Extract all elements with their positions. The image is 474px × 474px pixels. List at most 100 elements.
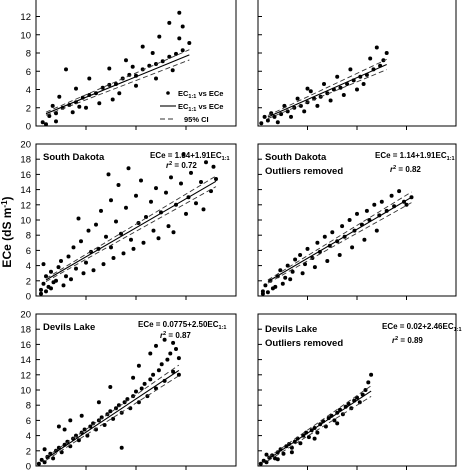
data-point xyxy=(131,246,136,251)
y-ticks xyxy=(258,143,407,300)
data-point xyxy=(289,450,294,455)
regression-line xyxy=(45,369,180,460)
data-point xyxy=(355,87,359,92)
y-tick-label: 20 xyxy=(20,310,31,321)
data-point xyxy=(144,215,148,219)
r-squared: r2 = 0.82 xyxy=(390,165,421,174)
data-point xyxy=(180,24,185,29)
data-point xyxy=(167,20,172,25)
regression-line xyxy=(45,180,217,281)
data-point xyxy=(76,438,81,443)
data-point xyxy=(64,67,68,72)
y-tick-label: 8 xyxy=(26,231,31,242)
data-point xyxy=(312,436,317,441)
data-point xyxy=(325,259,330,263)
data-point xyxy=(293,257,298,262)
r-squared: r2 = 0.72 xyxy=(166,161,197,170)
y-tick-label: 6 xyxy=(26,416,31,427)
data-point xyxy=(49,286,53,291)
data-point xyxy=(214,177,218,181)
data-point xyxy=(372,202,377,207)
regression-equation: ECe = 0.0775+2.50EC1:1 xyxy=(138,320,226,331)
data-point xyxy=(101,262,106,267)
data-point xyxy=(84,260,88,265)
y-tick-label: 4 xyxy=(26,261,31,272)
data-point xyxy=(159,362,164,367)
data-point xyxy=(59,259,63,263)
ci-line xyxy=(45,186,217,282)
data-point xyxy=(54,119,58,124)
data-point xyxy=(56,445,61,450)
data-point xyxy=(264,452,269,457)
data-point xyxy=(280,281,285,286)
panel-title: Devils Lake xyxy=(43,322,95,333)
regression-equation: ECe = 1.14+1.91EC1:1 xyxy=(375,151,455,162)
data-point xyxy=(305,86,310,91)
data-point xyxy=(42,447,47,452)
data-point xyxy=(156,236,161,241)
data-point xyxy=(154,343,158,348)
legend-entry-1: EC1:1 vs ECe xyxy=(178,89,223,100)
data-point xyxy=(129,237,133,242)
y-tick-label: 0 xyxy=(26,462,31,473)
data-point xyxy=(176,356,181,361)
data-point xyxy=(174,347,178,351)
data-point xyxy=(361,82,366,86)
y-tick-label: 10 xyxy=(20,216,31,227)
data-point xyxy=(61,283,66,288)
data-point xyxy=(140,44,145,49)
data-point xyxy=(148,351,153,356)
legend: EC1:1 vs ECe EC1:1 vs ECe 95% CI xyxy=(160,89,223,124)
data-point xyxy=(130,64,135,69)
y-tick-label: 12 xyxy=(20,200,31,211)
data-point xyxy=(150,51,155,55)
y-tick-label: 4 xyxy=(26,431,31,442)
data-point xyxy=(39,457,44,462)
panel-bottom-left: 0 2 4 6 8 10 12 14 16 18 20 Devils Lake ECe = 0.07… xyxy=(20,310,237,473)
data-point xyxy=(180,48,185,53)
data-point xyxy=(169,175,173,180)
legend-entry-2: EC1:1 vs ECe xyxy=(178,102,223,113)
data-point xyxy=(119,445,124,450)
scatter-points xyxy=(260,189,414,296)
data-point xyxy=(100,85,105,90)
data-point xyxy=(70,110,75,115)
regression-line xyxy=(45,54,190,115)
data-point xyxy=(199,180,203,184)
y-tick-label: 20 xyxy=(20,140,31,151)
y-ticks: 0 2 4 6 8 10 12 14 16 18 20 xyxy=(20,310,187,473)
fit-lines xyxy=(267,191,412,284)
data-point xyxy=(56,265,61,270)
data-point xyxy=(260,291,265,296)
data-point xyxy=(134,83,138,88)
data-point xyxy=(124,58,128,63)
data-point xyxy=(340,224,345,229)
data-point xyxy=(389,193,394,198)
data-point xyxy=(99,208,103,213)
data-point xyxy=(165,357,170,362)
y-tick-label: 0 xyxy=(26,122,31,133)
scatter-points xyxy=(40,10,192,127)
data-point xyxy=(136,363,141,368)
y-tick-label: 8 xyxy=(26,49,31,60)
data-point xyxy=(279,112,284,117)
data-point xyxy=(97,101,102,106)
data-point xyxy=(69,277,73,282)
ci-line xyxy=(45,364,180,458)
legend-marker xyxy=(166,91,170,95)
y-tick-label: 18 xyxy=(20,155,31,166)
data-point xyxy=(295,96,300,101)
data-point xyxy=(74,266,78,271)
data-point xyxy=(76,216,81,221)
y-tick-label: 0 xyxy=(26,292,31,303)
y-tick-label: 14 xyxy=(20,185,31,196)
data-point xyxy=(308,89,313,94)
data-point xyxy=(91,268,96,273)
data-point xyxy=(374,45,379,50)
data-point xyxy=(315,240,320,245)
data-point xyxy=(154,186,158,191)
data-point xyxy=(278,268,283,273)
panel-top-left: 0 2 4 6 8 10 12 EC1:1 vs ECe EC1:1 vs ECe 95% … xyxy=(20,0,237,133)
data-point xyxy=(124,205,128,210)
data-point xyxy=(194,201,198,206)
